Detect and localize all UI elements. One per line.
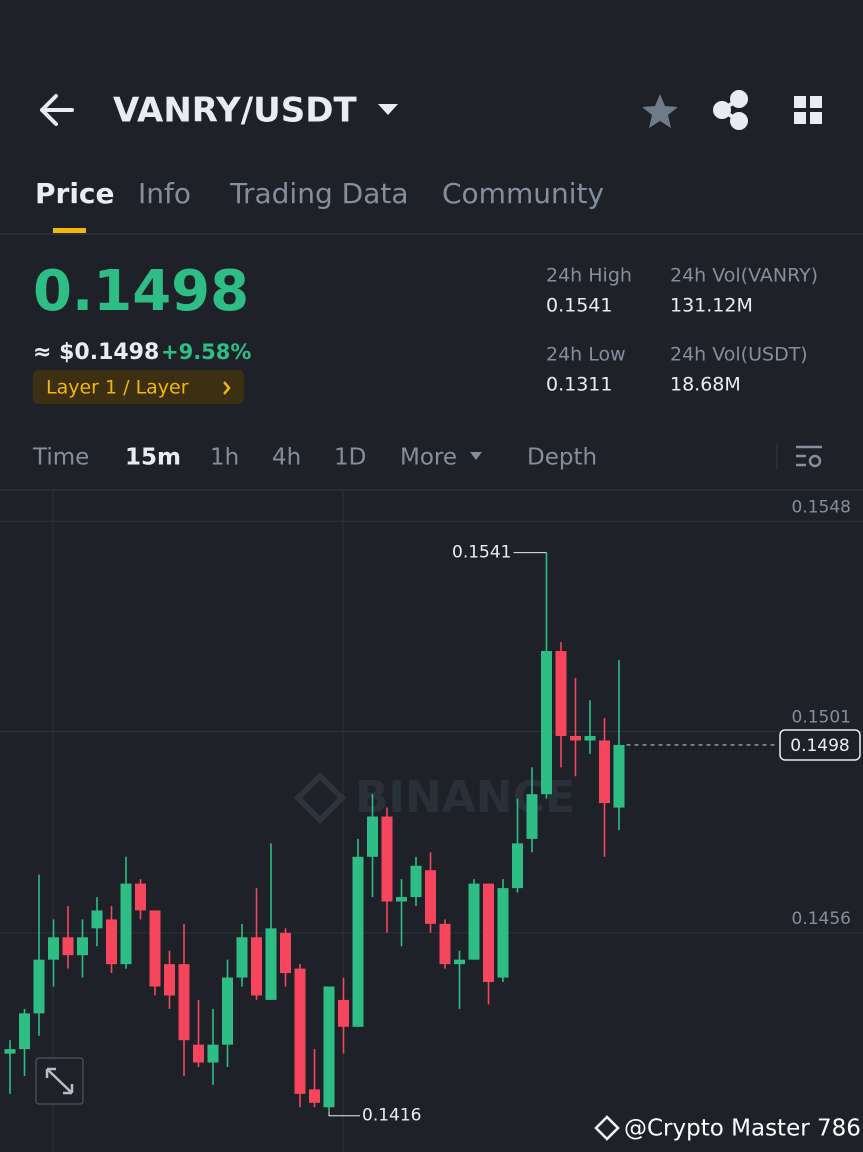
interval-option[interactable]: More: [400, 445, 457, 471]
settings-icon[interactable]: [796, 445, 822, 468]
last-price-label: 0.1498: [790, 736, 849, 756]
stat-label: 24h High: [546, 265, 632, 287]
candle-body: [207, 1044, 219, 1063]
favorite-icon[interactable]: [642, 94, 678, 128]
back-button[interactable]: [40, 94, 74, 126]
credit-logo: [594, 1115, 620, 1141]
last-price: 0.1498: [33, 259, 249, 324]
share-icon[interactable]: [713, 90, 748, 130]
candle-body: [526, 794, 538, 839]
candle-body: [4, 1049, 16, 1054]
candle-body: [62, 937, 74, 956]
candlestick-chart: BINANCE 0.1456 0.1501 0.1548 0.1541 0.1416 0.…: [0, 490, 863, 1152]
tab[interactable]: Community: [442, 177, 604, 210]
candle-body: [454, 959, 465, 965]
pair-title[interactable]: VANRY/USDT: [113, 91, 357, 131]
candle-body: [193, 1044, 204, 1063]
candle-body: [483, 883, 494, 983]
menu-icon[interactable]: [794, 96, 822, 124]
candle-body: [309, 1089, 320, 1103]
candle-body: [19, 1013, 30, 1050]
tag-chip[interactable]: [33, 370, 244, 404]
candle-body: [410, 865, 422, 898]
candle-body: [367, 816, 378, 857]
watermark-logo: [293, 771, 347, 825]
candle-body: [512, 843, 523, 889]
candle-body: [439, 923, 451, 965]
interval-option[interactable]: 1h: [210, 445, 239, 471]
candle-body: [164, 964, 175, 996]
low-connector: [328, 1111, 360, 1117]
candle-body: [280, 932, 291, 974]
stat-label: 24h Vol(USDT): [670, 344, 808, 366]
stat-label: 24h Vol(VANRY): [670, 265, 818, 287]
more-caret[interactable]: [470, 452, 482, 460]
candle-body: [541, 651, 552, 795]
candle-body: [236, 937, 248, 978]
price-change: +9.58%: [161, 340, 251, 364]
y-tick-label: 0.1548: [792, 497, 851, 517]
candle-body: [294, 968, 306, 1094]
tag-text[interactable]: Layer 1 / Layer: [46, 377, 189, 399]
interval-option[interactable]: 15m: [125, 445, 181, 471]
pair-caret[interactable]: [378, 104, 398, 115]
interval-option[interactable]: 1D: [334, 445, 366, 471]
candle-body: [584, 736, 596, 741]
tab[interactable]: Trading Data: [229, 177, 409, 210]
candle-body: [555, 651, 567, 737]
tab[interactable]: Info: [138, 177, 191, 210]
stat-value: 0.1311: [546, 374, 612, 396]
interval-option[interactable]: 4h: [272, 445, 301, 471]
candle-body: [381, 816, 393, 902]
candle-body: [77, 937, 88, 956]
interval-option[interactable]: Time: [32, 445, 89, 471]
high-label: 0.1541: [452, 543, 511, 563]
y-tick-label: 0.1501: [792, 708, 851, 728]
candle-body: [265, 928, 277, 1000]
tag-arrow[interactable]: [223, 381, 231, 395]
stat-value: 131.12M: [670, 295, 753, 317]
candle-body: [599, 740, 610, 804]
candle-body: [178, 964, 190, 1041]
credit-watermark: @Crypto Master 786: [624, 1116, 861, 1142]
candle-body: [91, 910, 103, 929]
low-label: 0.1416: [362, 1106, 421, 1126]
y-tick-label: 0.1456: [792, 909, 851, 929]
last-price-box: [779, 729, 861, 761]
expand-button[interactable]: [35, 1057, 84, 1105]
candle-body: [149, 910, 161, 987]
candle-body: [570, 736, 581, 741]
active-tab-indicator: [53, 228, 86, 233]
candle-body: [48, 937, 59, 960]
candle-body: [323, 986, 335, 1108]
stat-value: 0.1541: [546, 295, 612, 317]
candle-body: [352, 856, 364, 1027]
chart-watermark: BINANCE: [355, 772, 575, 823]
candle-body: [425, 870, 436, 924]
candle-body: [251, 937, 262, 996]
candle-body: [222, 977, 233, 1045]
interval-option[interactable]: Depth: [527, 445, 597, 471]
candle-body: [396, 897, 407, 902]
candle-body: [135, 883, 146, 911]
stat-value: 18.68M: [670, 374, 741, 396]
usd-price: ≈ $0.1498: [33, 340, 159, 365]
stat-label: 24h Low: [546, 344, 626, 366]
candle-body: [33, 959, 45, 1014]
tab[interactable]: Price: [35, 177, 115, 210]
candle-body: [106, 919, 117, 965]
candle-body: [120, 883, 132, 965]
candle-body: [338, 999, 349, 1027]
candle-body: [613, 744, 625, 808]
candle-body: [497, 888, 509, 978]
candle-body: [468, 883, 480, 960]
